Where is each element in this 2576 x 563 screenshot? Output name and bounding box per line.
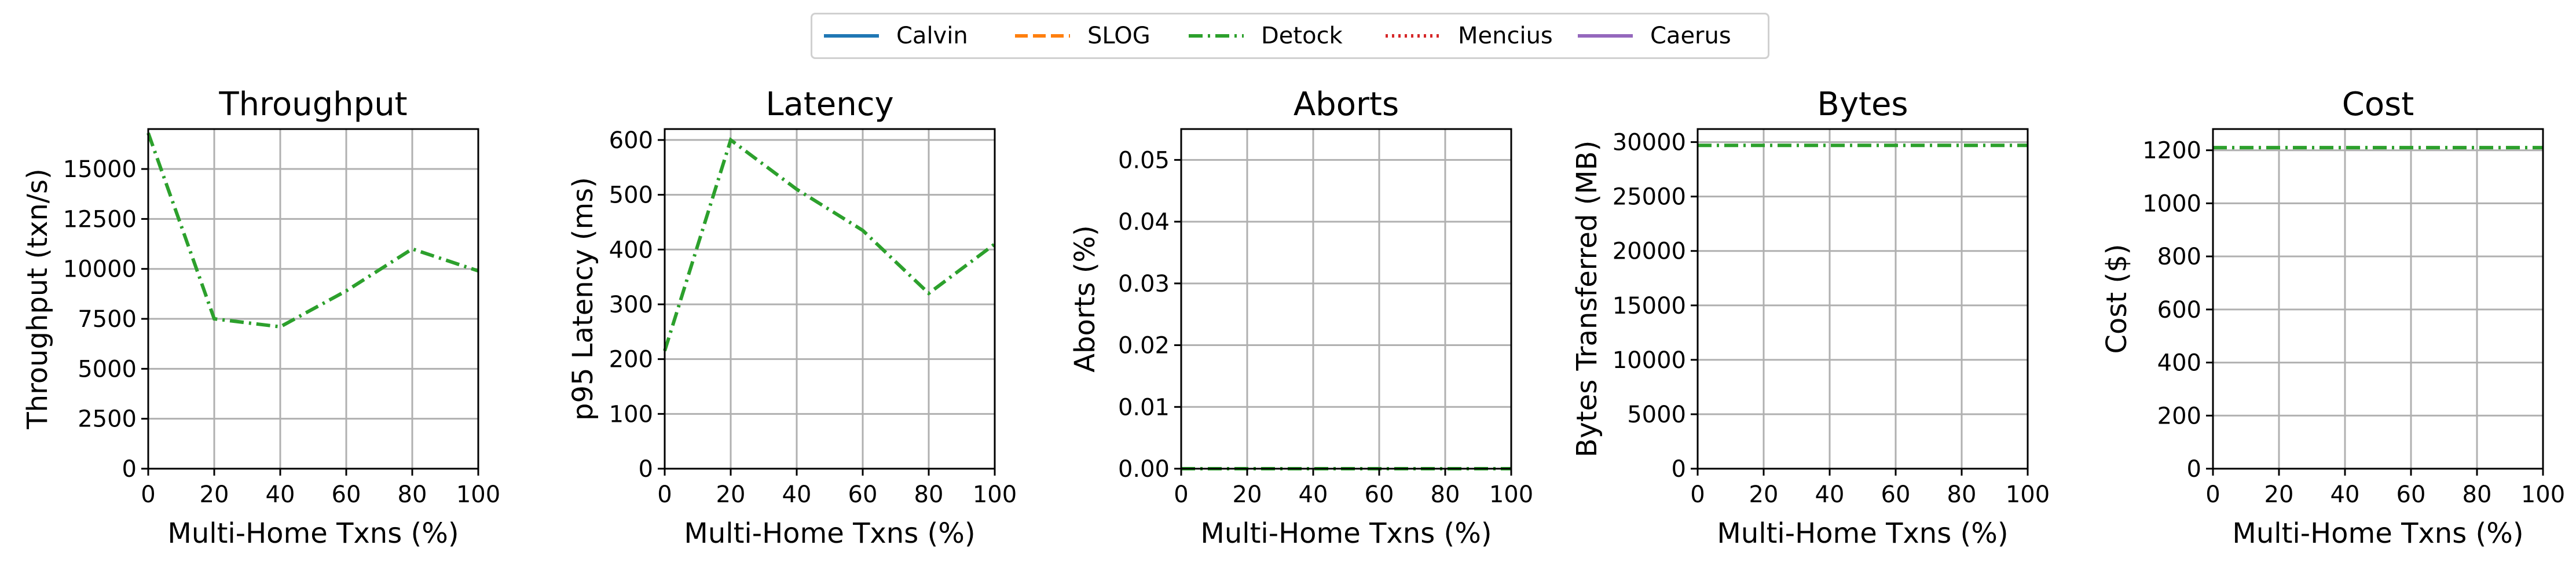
x-tick-label: 0: [2205, 481, 2220, 508]
y-tick-label: 300: [609, 292, 653, 318]
y-tick-label: 0.01: [1118, 394, 1170, 421]
x-axis-label: Multi-Home Txns (%): [1717, 517, 2008, 550]
legend-items: Calvin SLOG Detock Mencius Caerus: [824, 23, 1731, 49]
x-axis-label: Multi-Home Txns (%): [1200, 517, 1492, 550]
y-axis-label: Bytes Transferred (MB): [1571, 141, 1603, 458]
y-tick-label: 400: [2157, 350, 2201, 377]
y-tick-label: 800: [2157, 244, 2201, 270]
x-axis-label: Multi-Home Txns (%): [2232, 517, 2523, 550]
y-tick-label: 0.03: [1118, 271, 1170, 297]
y-axis-label: Cost ($): [2101, 244, 2133, 354]
y-axis-label: Throughput (txn/s): [21, 168, 54, 429]
plot-frame: [664, 128, 996, 470]
x-tick-label: 0: [141, 481, 155, 508]
x-tick-label: 0: [657, 481, 672, 508]
x-tick-label: 100: [2521, 481, 2565, 508]
x-tick-label: 0: [1174, 481, 1188, 508]
chart-aborts: 0 20 40 60 80 100 0.00 0.01 0.02 0.03 0.04 0.05 Abor…: [1069, 86, 1533, 550]
x-tick-label: 60: [2397, 481, 2426, 508]
legend-label: Caerus: [1650, 23, 1731, 49]
chart-title: Bytes: [1817, 86, 1908, 123]
y-tick-label: 1200: [2142, 138, 2201, 164]
y-tick-label: 7500: [78, 306, 137, 333]
x-tick-label: 60: [848, 481, 878, 508]
x-tick-label: 0: [1690, 481, 1705, 508]
chart-throughput: 0 20 40 60 80 100 0 2500 5000 7500 10000 12500 15000…: [21, 86, 500, 550]
legend: Calvin SLOG Detock Mencius Caerus: [811, 13, 1769, 59]
y-tick-label: 100: [609, 401, 653, 428]
x-axis-label: Multi-Home Txns (%): [167, 517, 459, 550]
y-tick-label: 0.05: [1118, 147, 1170, 174]
x-tick-label: 60: [332, 481, 361, 508]
y-tick-label: 0.00: [1118, 456, 1170, 483]
legend-label: Calvin: [896, 23, 968, 49]
x-tick-label: 40: [782, 481, 812, 508]
y-tick-label: 30000: [1613, 130, 1686, 156]
y-tick-label: 0: [639, 456, 653, 483]
chart-title: Aborts: [1294, 86, 1399, 123]
y-tick-label: 0.04: [1118, 209, 1170, 235]
chart-title: Latency: [765, 86, 893, 123]
plot-frame: [2212, 128, 2544, 470]
plot-frame: [1696, 128, 2029, 470]
x-tick-label: 100: [1489, 481, 1533, 508]
legend-label: SLOG: [1087, 23, 1150, 49]
y-tick-label: 5000: [78, 356, 137, 382]
chart-latency: 0 20 40 60 80 100 0 100 200 300 400 500 600 Latency Mu…: [567, 86, 1017, 550]
series-line-detock: [146, 132, 479, 329]
x-tick-label: 80: [2463, 481, 2492, 508]
y-tick-label: 5000: [1627, 402, 1686, 428]
x-tick-label: 60: [1881, 481, 1911, 508]
y-tick-label: 2500: [78, 406, 137, 433]
y-tick-label: 20000: [1613, 238, 1686, 265]
y-tick-label: 15000: [63, 156, 137, 183]
x-tick-label: 100: [456, 481, 500, 508]
y-tick-label: 15000: [1613, 293, 1686, 319]
y-axis-label: Aborts (%): [1069, 225, 1101, 373]
series-line-detock: [663, 137, 996, 352]
x-tick-label: 40: [1299, 481, 1328, 508]
x-tick-label: 60: [1365, 481, 1394, 508]
x-tick-label: 80: [914, 481, 944, 508]
chart-bytes: 0 20 40 60 80 100 0 5000 10000 15000 20000 25000 300…: [1571, 86, 2050, 550]
y-tick-label: 500: [609, 182, 653, 209]
x-tick-label: 100: [2006, 481, 2050, 508]
y-tick-label: 0: [122, 456, 137, 483]
plot-frame: [147, 128, 479, 470]
chart-title: Cost: [2342, 86, 2414, 123]
x-tick-label: 20: [1749, 481, 1779, 508]
x-tick-label: 80: [1947, 481, 1977, 508]
y-tick-label: 10000: [63, 256, 137, 283]
y-tick-label: 600: [2157, 297, 2201, 323]
x-tick-label: 40: [1815, 481, 1845, 508]
x-tick-label: 20: [2264, 481, 2294, 508]
y-tick-label: 0: [2187, 456, 2201, 483]
y-tick-label: 12500: [63, 206, 137, 233]
y-tick-label: 1000: [2142, 190, 2201, 217]
x-tick-label: 100: [973, 481, 1017, 508]
y-tick-label: 600: [609, 127, 653, 154]
x-tick-label: 40: [266, 481, 295, 508]
legend-label: Detock: [1261, 23, 1343, 49]
y-tick-label: 25000: [1613, 184, 1686, 211]
x-tick-label: 20: [200, 481, 229, 508]
y-tick-label: 200: [2157, 403, 2201, 429]
legend-label: Mencius: [1458, 23, 1553, 49]
chart-cost: 0 20 40 60 80 100020040060080010001200CostMul…: [2101, 86, 2565, 550]
x-tick-label: 20: [716, 481, 746, 508]
y-axis-label: p95 Latency (ms): [567, 177, 599, 421]
y-tick-label: 0.02: [1118, 333, 1170, 359]
x-tick-label: 80: [398, 481, 427, 508]
plot-frame: [1180, 128, 1512, 470]
x-tick-label: 80: [1431, 481, 1460, 508]
x-tick-label: 20: [1233, 481, 1262, 508]
x-tick-label: 40: [2331, 481, 2360, 508]
y-tick-label: 200: [609, 347, 653, 373]
y-tick-label: 0: [1672, 456, 1686, 483]
y-tick-label: 400: [609, 237, 653, 263]
x-axis-label: Multi-Home Txns (%): [684, 517, 975, 550]
chart-title: Throughput: [218, 86, 407, 123]
y-tick-label: 10000: [1613, 347, 1686, 374]
